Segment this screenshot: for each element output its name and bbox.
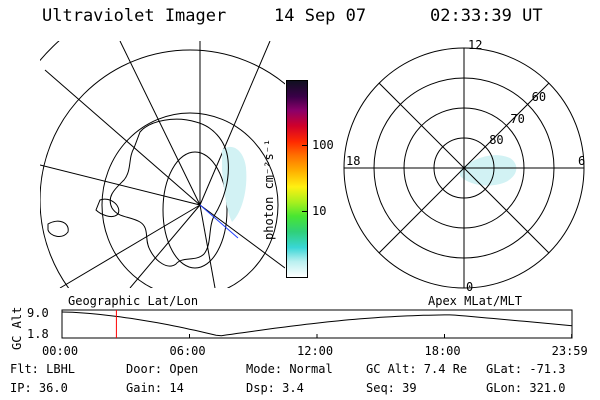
altitude-tick-top: 9.0 bbox=[27, 306, 49, 320]
polar-hour-label: 6 bbox=[578, 154, 586, 168]
geo-meridian bbox=[40, 164, 201, 206]
geo-meridian bbox=[129, 204, 201, 288]
apex-label: Apex MLat/MLT bbox=[428, 294, 522, 308]
info-flt: Flt: LBHL bbox=[10, 362, 76, 376]
geo-meridian bbox=[119, 41, 201, 206]
colorbar-gradient bbox=[287, 81, 307, 277]
altitude-plot-frame bbox=[61, 309, 573, 339]
altitude-x-ticks bbox=[61, 334, 573, 338]
polar-hour-label: 0 bbox=[466, 280, 474, 294]
geo-meridian bbox=[59, 204, 201, 288]
info-gain: Gain: 14 bbox=[126, 381, 184, 395]
altitude-x-label: 18:00 bbox=[424, 344, 461, 358]
geo-meridian bbox=[199, 41, 271, 206]
colorbar-tick-label: 10 bbox=[312, 203, 327, 218]
polar-diagonal bbox=[378, 82, 550, 254]
info-glat: GLat: -71.3 bbox=[486, 362, 566, 376]
info-mode: Mode: Normal bbox=[246, 362, 333, 376]
colorbar-tick-mark bbox=[302, 210, 308, 212]
continent-outline bbox=[109, 118, 229, 267]
info-door: Door: Open bbox=[126, 362, 199, 376]
instrument-title: Ultraviolet Imager bbox=[42, 6, 227, 26]
geo-meridian bbox=[44, 69, 201, 206]
geo-aurora-region bbox=[222, 146, 247, 222]
colorbar bbox=[286, 80, 308, 278]
geo-lat-ring-1 bbox=[162, 151, 228, 269]
altitude-curve bbox=[61, 311, 573, 337]
info-glon: GLon: 321.0 bbox=[486, 381, 566, 395]
island-outline bbox=[47, 220, 69, 237]
satellite-track bbox=[199, 204, 239, 239]
polar-lat-label: 60 bbox=[531, 90, 547, 105]
geographic-map bbox=[40, 41, 285, 288]
altitude-axis-label: GC Alt bbox=[10, 306, 24, 350]
colorbar-unit-label: photon cm⁻²s⁻¹ bbox=[262, 138, 276, 240]
polar-lat-label: 70 bbox=[510, 111, 525, 126]
geographic-label: Geographic Lat/Lon bbox=[68, 294, 199, 308]
polar-hour-label: 12 bbox=[468, 38, 483, 52]
altitude-tick-bottom: 1.8 bbox=[27, 327, 49, 341]
island-outline bbox=[95, 198, 120, 217]
time-label: 02:33:39 UT bbox=[430, 6, 543, 26]
geo-lat-ring-2 bbox=[101, 112, 279, 288]
altitude-x-label: 06:00 bbox=[169, 344, 206, 358]
altitude-plot bbox=[61, 309, 573, 339]
info-gcalt: GC Alt: 7.4 Re bbox=[366, 362, 468, 376]
date-label: 14 Sep 07 bbox=[274, 6, 367, 26]
polar-lat-label: 80 bbox=[489, 132, 504, 147]
colorbar-tick-mark bbox=[302, 145, 308, 147]
info-dsp: Dsp: 3.4 bbox=[246, 381, 304, 395]
polar-plot bbox=[343, 47, 585, 289]
geo-lat-ring-3 bbox=[40, 49, 285, 288]
polar-aurora-region bbox=[460, 155, 517, 186]
info-seq: Seq: 39 bbox=[366, 381, 417, 395]
altitude-x-label: 12:00 bbox=[297, 344, 334, 358]
info-ip: IP: 36.0 bbox=[10, 381, 68, 395]
geo-lat-ring-4 bbox=[40, 41, 285, 288]
altitude-x-label: 23:59 bbox=[551, 344, 588, 358]
colorbar-tick-label: 100 bbox=[312, 138, 334, 153]
altitude-x-label: 00:00 bbox=[42, 344, 79, 358]
polar-hour-label: 18 bbox=[346, 154, 361, 168]
